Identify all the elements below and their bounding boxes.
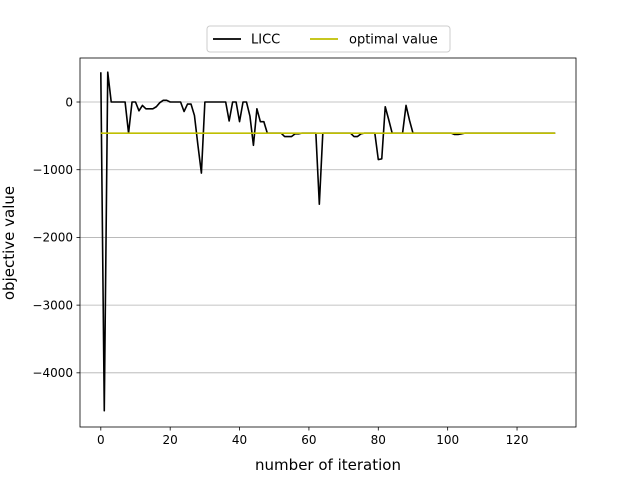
y-axis-ticks: 0 −1000 −2000 −3000 −4000: [32, 95, 80, 380]
x-axis-label: number of iteration: [255, 456, 401, 474]
x-tick-label: 80: [371, 433, 386, 447]
gridlines: [80, 101, 576, 374]
y-tick-label: −1000: [32, 163, 73, 177]
x-tick-label: 40: [232, 433, 247, 447]
x-tick-label: 100: [436, 433, 459, 447]
x-tick-label: 0: [97, 433, 105, 447]
x-tick-label: 20: [163, 433, 178, 447]
y-tick-label: −3000: [32, 298, 73, 312]
legend: LICC optimal value: [206, 25, 451, 53]
y-tick-label: −2000: [32, 231, 73, 245]
y-axis-label: objective value: [0, 186, 18, 300]
x-tick-label: 120: [506, 433, 529, 447]
y-tick-label: −4000: [32, 366, 73, 380]
y-tick-label: 0: [65, 95, 73, 109]
plot-frame: [79, 57, 577, 428]
series-lines: [100, 71, 556, 412]
legend-label-licc: LICC: [251, 33, 280, 48]
x-tick-label: 60: [301, 433, 316, 447]
x-axis-ticks: 0 20 40 60 80 100 120: [97, 427, 528, 447]
legend-label-optimal-value: optimal value: [349, 33, 438, 48]
